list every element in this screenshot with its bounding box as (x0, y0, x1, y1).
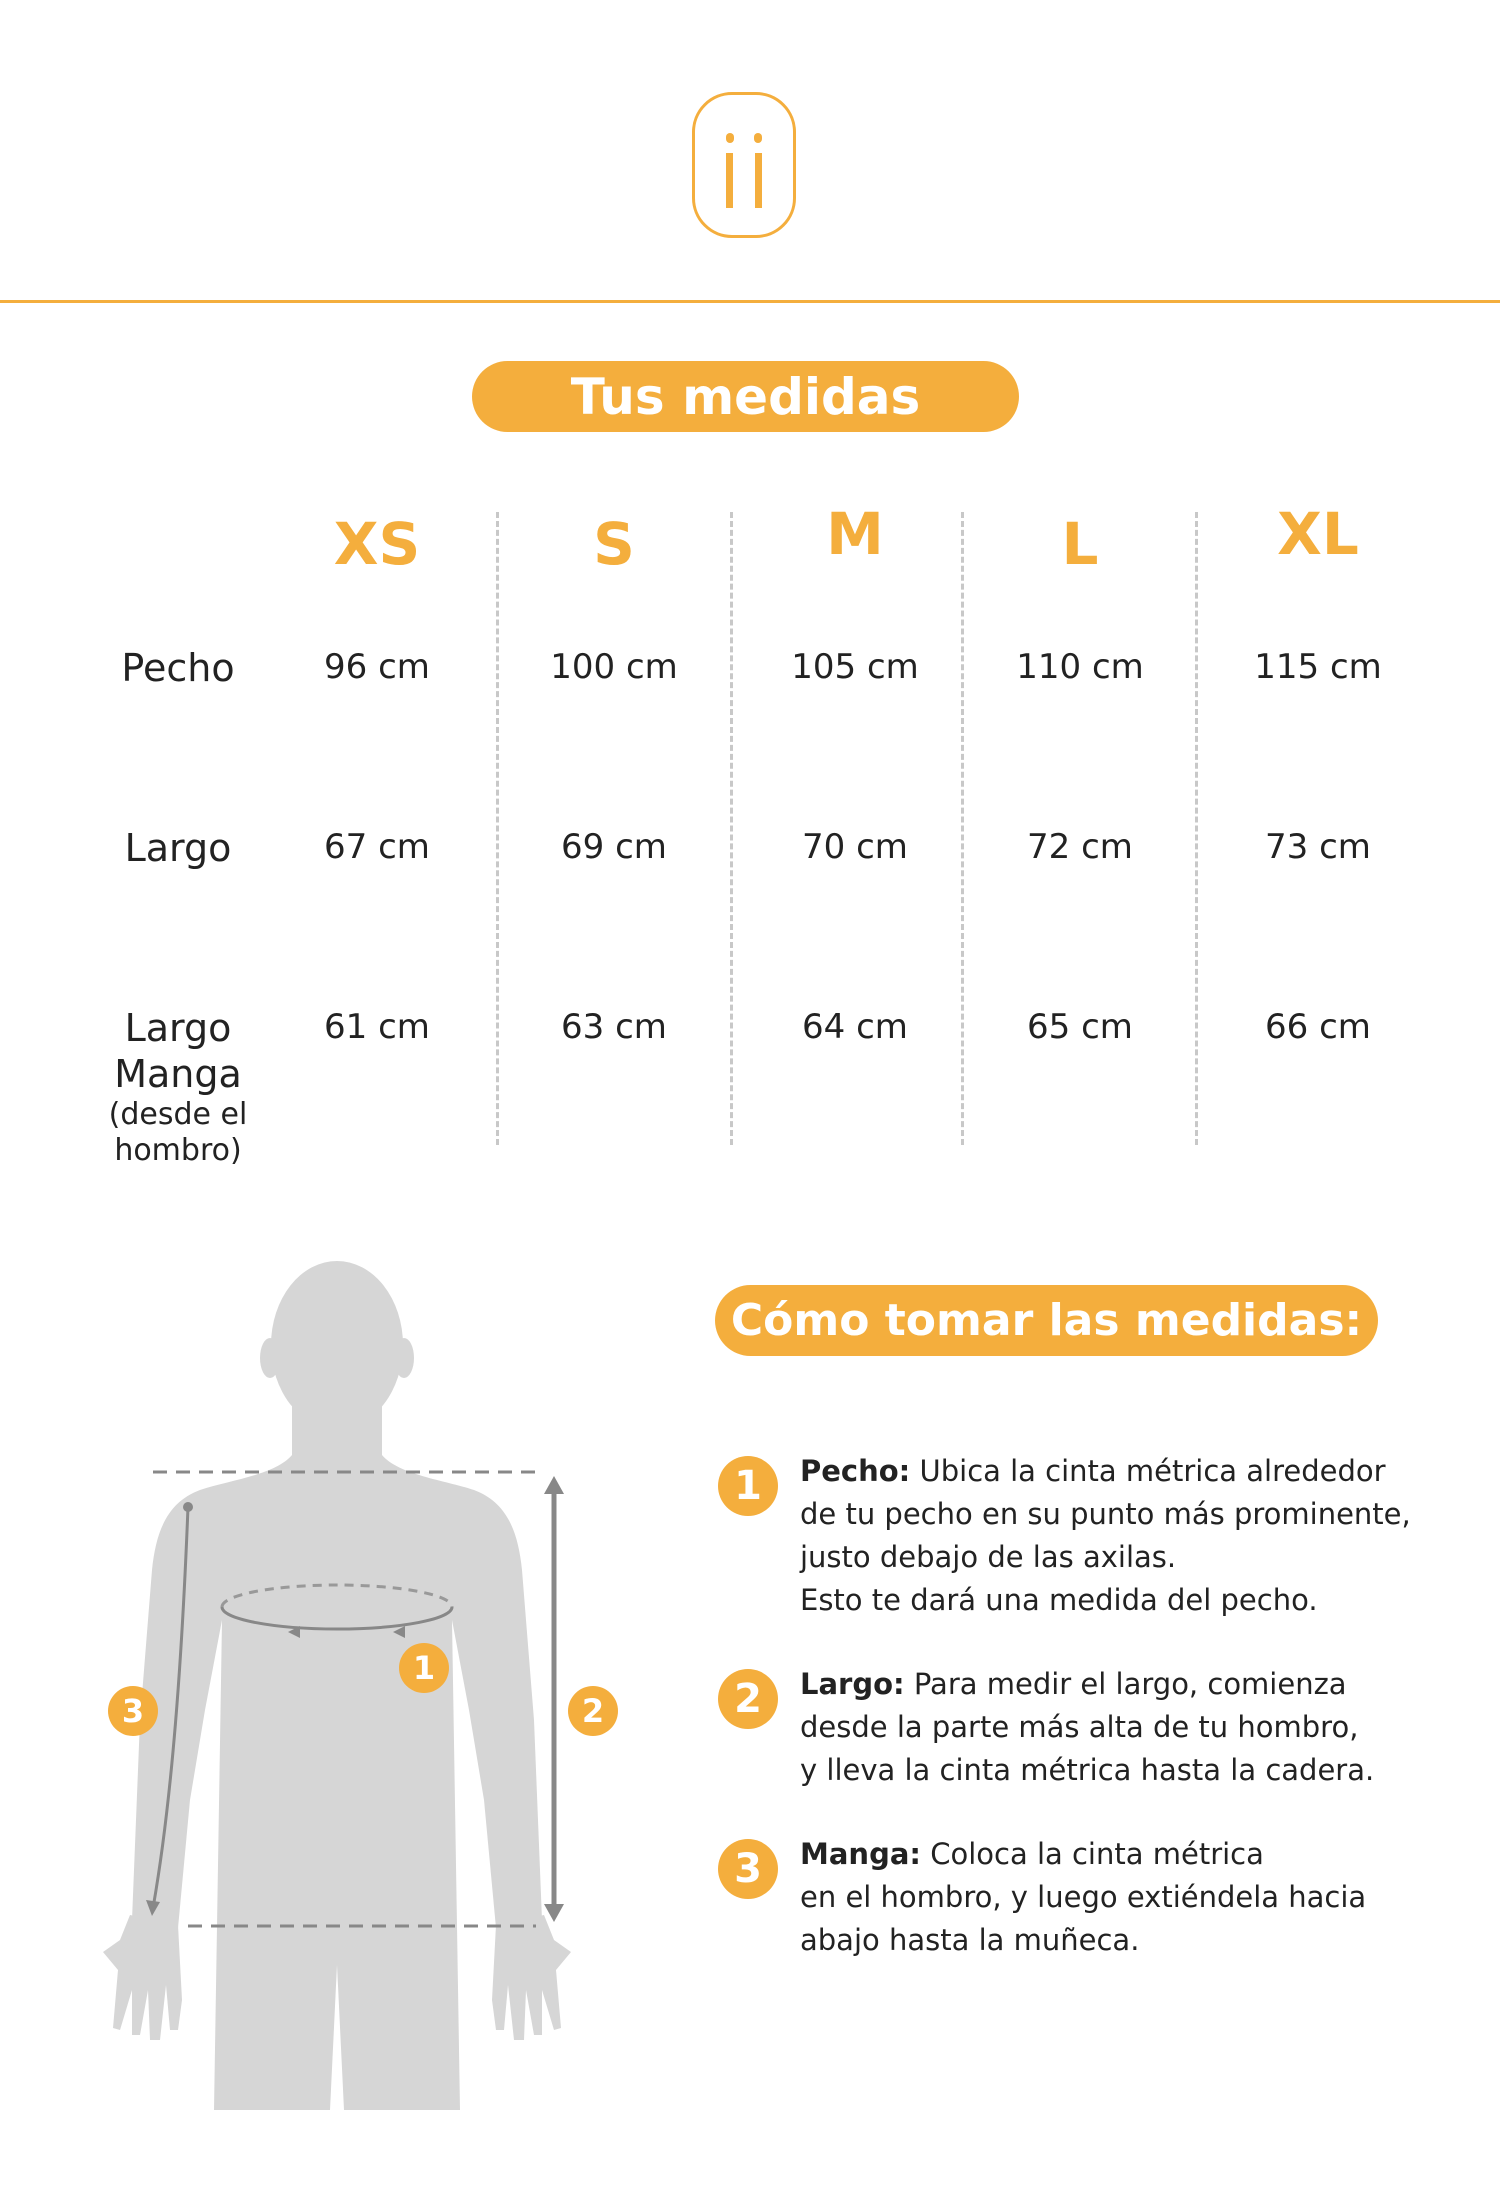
table-cell: 64 cm (802, 1007, 908, 1047)
brand-logo-icon (692, 92, 796, 238)
step-text: Largo: Para medir el largo, comienza desd… (800, 1667, 1375, 1787)
page-title: Tus medidas (472, 361, 1019, 432)
table-cell: 100 cm (550, 647, 678, 687)
body-measurement-figure (103, 1261, 571, 2110)
step-number-badge: 3 (718, 1839, 778, 1899)
size-header-xs: XS (333, 510, 421, 578)
step-text: Manga: Coloca la cinta métrica en el homb… (800, 1837, 1367, 1957)
size-header-l: L (1061, 510, 1099, 578)
table-cell: 67 cm (324, 827, 430, 867)
row-label: Pecho (121, 646, 235, 690)
column-divider (961, 512, 964, 1145)
table-cell: 115 cm (1254, 647, 1382, 687)
divider (0, 300, 1500, 303)
howto-title: Cómo tomar las medidas: (715, 1285, 1378, 1356)
column-divider (730, 512, 733, 1145)
size-header-s: S (593, 510, 635, 578)
size-header-xl: XL (1277, 500, 1359, 568)
table-cell: 66 cm (1265, 1007, 1371, 1047)
table-cell: 72 cm (1027, 827, 1133, 867)
step-text: Pecho: Ubica la cinta métrica alrededor d… (800, 1454, 1411, 1617)
column-divider (496, 512, 499, 1145)
row-label: Largo Manga (desde el hombro) (108, 1006, 248, 1168)
step-number-badge: 2 (718, 1669, 778, 1729)
size-header-m: M (826, 500, 884, 568)
table-cell: 65 cm (1027, 1007, 1133, 1047)
torso (132, 1390, 542, 2110)
table-cell: 61 cm (324, 1007, 430, 1047)
column-divider (1195, 512, 1198, 1145)
table-cell: 96 cm (324, 647, 430, 687)
table-cell: 70 cm (802, 827, 908, 867)
table-cell: 110 cm (1016, 647, 1144, 687)
table-cell: 105 cm (791, 647, 919, 687)
table-cell: 69 cm (561, 827, 667, 867)
head (271, 1261, 403, 1429)
table-cell: 73 cm (1265, 827, 1371, 867)
table-cell: 63 cm (561, 1007, 667, 1047)
row-label: Largo (124, 826, 232, 870)
step-number-badge: 1 (718, 1456, 778, 1516)
